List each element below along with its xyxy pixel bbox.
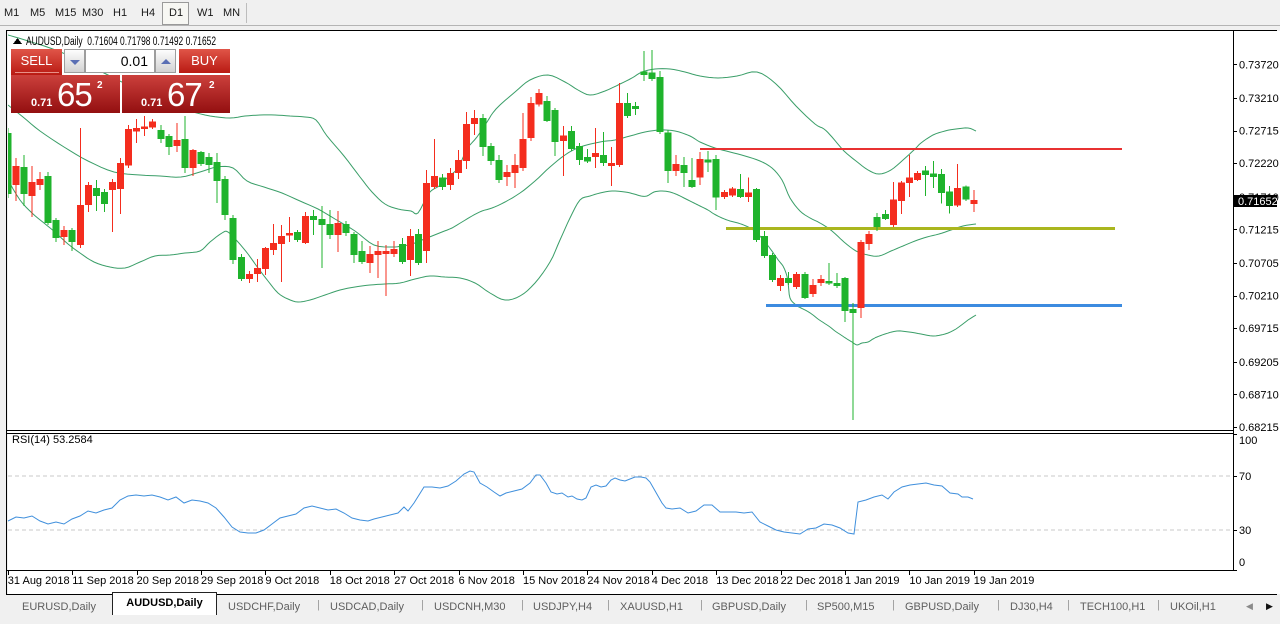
svg-text:0.73210: 0.73210 bbox=[1239, 93, 1279, 105]
svg-text:1 Jan 2019: 1 Jan 2019 bbox=[845, 575, 899, 587]
svg-text:18 Oct 2018: 18 Oct 2018 bbox=[330, 575, 390, 587]
svg-text:0.73720: 0.73720 bbox=[1239, 59, 1279, 71]
svg-text:31 Aug 2018: 31 Aug 2018 bbox=[8, 575, 70, 587]
svg-text:0.69205: 0.69205 bbox=[1239, 357, 1279, 369]
svg-text:0.69715: 0.69715 bbox=[1239, 323, 1279, 335]
svg-text:6 Nov 2018: 6 Nov 2018 bbox=[459, 575, 515, 587]
svg-text:10 Jan 2019: 10 Jan 2019 bbox=[909, 575, 970, 587]
svg-text:AUDUSD,Daily 0.71604 0.71798: AUDUSD,Daily 0.71604 0.71798 0.71492 0.7… bbox=[26, 36, 216, 48]
svg-text:11 Sep 2018: 11 Sep 2018 bbox=[72, 575, 134, 587]
svg-text:0.71215: 0.71215 bbox=[1239, 224, 1279, 236]
svg-text:20 Sep 2018: 20 Sep 2018 bbox=[137, 575, 199, 587]
svg-text:15 Nov 2018: 15 Nov 2018 bbox=[523, 575, 585, 587]
svg-text:0.72220: 0.72220 bbox=[1239, 158, 1279, 170]
svg-text:19 Jan 2019: 19 Jan 2019 bbox=[974, 575, 1035, 587]
svg-text:0.71652: 0.71652 bbox=[1238, 196, 1278, 208]
svg-text:0: 0 bbox=[1239, 557, 1245, 569]
svg-text:0.68215: 0.68215 bbox=[1239, 422, 1279, 434]
svg-text:100: 100 bbox=[1239, 435, 1257, 447]
svg-text:24 Nov 2018: 24 Nov 2018 bbox=[587, 575, 649, 587]
svg-text:0.72715: 0.72715 bbox=[1239, 126, 1279, 138]
svg-text:0.70705: 0.70705 bbox=[1239, 258, 1279, 270]
svg-text:29 Sep 2018: 29 Sep 2018 bbox=[201, 575, 263, 587]
svg-text:RSI(14) 53.2584: RSI(14) 53.2584 bbox=[12, 434, 93, 446]
svg-text:13 Dec 2018: 13 Dec 2018 bbox=[716, 575, 778, 587]
svg-text:0.70210: 0.70210 bbox=[1239, 291, 1279, 303]
svg-text:4 Dec 2018: 4 Dec 2018 bbox=[652, 575, 708, 587]
svg-text:27 Oct 2018: 27 Oct 2018 bbox=[394, 575, 454, 587]
svg-text:9 Oct 2018: 9 Oct 2018 bbox=[265, 575, 319, 587]
svg-text:30: 30 bbox=[1239, 525, 1251, 537]
svg-text:70: 70 bbox=[1239, 471, 1251, 483]
svg-text:0.68710: 0.68710 bbox=[1239, 389, 1279, 401]
svg-text:22 Dec 2018: 22 Dec 2018 bbox=[781, 575, 843, 587]
